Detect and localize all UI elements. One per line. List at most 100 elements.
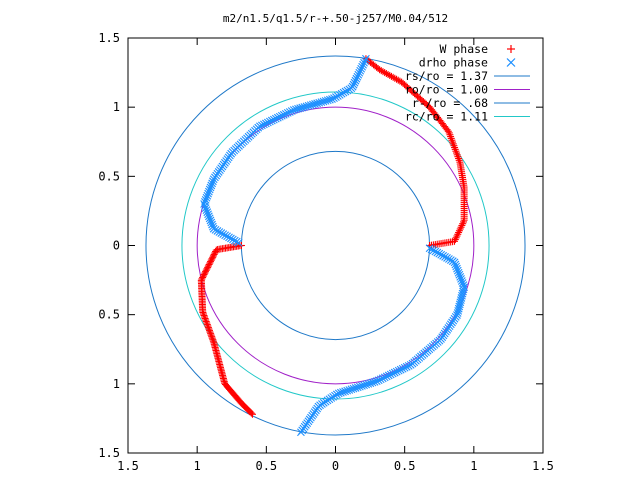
drho-phase-marker: [360, 381, 368, 390]
drho-phase-marker: [343, 86, 352, 95]
drho-phase-marker: [209, 175, 218, 184]
drho-phase-marker: [333, 92, 342, 100]
drho-phase-marker: [378, 374, 387, 383]
drho-phase-marker: [296, 104, 305, 113]
drho-phase-marker: [285, 108, 294, 116]
drho-phase-marker: [433, 248, 442, 257]
drho-phase-marker: [223, 232, 231, 241]
drho-phase-marker: [205, 187, 213, 196]
radius-circle: [145, 55, 526, 436]
drho-phase-marker: [230, 236, 239, 245]
x-tick-label: 0.5: [394, 459, 416, 473]
drho-phase-marker: [200, 202, 209, 210]
drho-phase-marker: [204, 189, 212, 198]
y-tick-label: 1: [113, 100, 120, 114]
drho-phase-marker: [394, 366, 403, 375]
x-tick-label: 1.5: [117, 459, 139, 473]
drho-phase-marker: [429, 246, 438, 255]
drho-phase-marker: [269, 115, 278, 124]
drho-phase-marker: [380, 373, 389, 382]
y-tick-label: 1.5: [98, 31, 120, 45]
drho-phase-marker: [353, 72, 362, 81]
w-phase-marker: [458, 221, 466, 229]
drho-phase-marker: [357, 64, 366, 73]
drho-phase-marker: [366, 379, 375, 388]
legend-label: rc/ro = 1.11: [405, 110, 488, 124]
drho-phase-marker: [351, 384, 360, 392]
y-tick-label: 1: [113, 377, 120, 391]
drho-phase-marker: [374, 376, 383, 385]
drho-phase-marker: [376, 375, 385, 384]
drho-phase-marker: [345, 386, 354, 394]
drho-phase-marker: [323, 96, 332, 105]
drho-phase-marker: [234, 238, 243, 247]
drho-phase-marker: [370, 377, 379, 386]
drho-phase-marker: [208, 220, 216, 229]
w-phase-marker: [456, 225, 464, 233]
drho-phase-marker: [347, 84, 356, 93]
drho-phase-marker: [273, 113, 282, 122]
drho-phase-marker: [302, 102, 311, 111]
drho-phase-marker: [362, 380, 371, 389]
drho-phase-marker: [300, 103, 309, 111]
drho-phase-marker: [258, 121, 266, 130]
drho-phase-marker: [427, 245, 436, 254]
drho-phase-marker: [339, 88, 348, 97]
drho-phase-marker: [458, 279, 467, 287]
drho-phase-marker: [343, 386, 352, 395]
drho-phase-marker: [358, 382, 366, 390]
drho-phase-marker: [335, 90, 344, 99]
drho-phase-marker: [459, 281, 468, 290]
drho-phase-marker: [325, 95, 334, 104]
drho-phase-marker: [321, 97, 330, 105]
drho-phase-marker: [360, 58, 368, 67]
legend-label: ro/ro = 1.00: [405, 83, 488, 97]
y-tick-label: 1.5: [98, 446, 120, 460]
w-phase-marker: [455, 227, 463, 235]
drho-phase-marker: [341, 387, 349, 396]
x-tick-label: 1: [194, 459, 201, 473]
drho-phase-marker: [225, 233, 233, 242]
drho-phase-marker: [332, 390, 341, 399]
drho-phase-marker: [347, 385, 356, 394]
drho-phase-marker: [332, 93, 340, 101]
drho-phase-marker: [330, 94, 338, 103]
drho-phase-marker: [308, 100, 317, 109]
legend-label: W phase: [440, 42, 489, 56]
drho-phase-marker: [368, 378, 377, 387]
drho-phase-marker: [455, 270, 464, 279]
drho-phase-marker: [304, 101, 313, 110]
drho-phase-marker: [203, 208, 212, 217]
x-tick-label: 1: [470, 459, 477, 473]
drho-phase-marker: [279, 110, 288, 119]
drho-phase-marker: [454, 268, 463, 277]
drho-phase-marker: [201, 204, 210, 212]
drho-phase-marker: [441, 252, 449, 261]
drho-phase-marker: [215, 228, 224, 236]
drho-phase-marker: [339, 388, 347, 396]
legend-label: r-/ro = .68: [412, 96, 488, 110]
radius-circle: [240, 150, 431, 341]
w-phase-marker: [249, 410, 256, 418]
drho-phase-marker: [219, 230, 228, 239]
w-phase-marker: [452, 234, 460, 242]
drho-phase-marker: [291, 105, 300, 114]
drho-phase-marker: [355, 382, 364, 391]
drho-phase-marker: [311, 100, 319, 108]
drho-phase-marker: [384, 371, 393, 380]
y-tick-label: 0.5: [98, 308, 120, 322]
drho-phase-marker: [200, 200, 208, 208]
radius-circle: [196, 106, 475, 385]
legend-label: drho phase: [419, 56, 488, 70]
w-phase-marker: [457, 223, 465, 231]
drho-phase-marker: [364, 379, 373, 388]
drho-phase-marker: [349, 384, 358, 393]
w-phase-marker: [247, 409, 255, 417]
drho-phase-marker: [202, 193, 211, 202]
drho-phase-marker: [404, 361, 413, 370]
drho-phase-marker: [271, 114, 280, 123]
drho-phase-marker: [386, 370, 395, 379]
drho-phase-marker: [227, 234, 235, 243]
drho-phase-marker: [211, 225, 220, 234]
drho-phase-marker: [453, 266, 462, 275]
